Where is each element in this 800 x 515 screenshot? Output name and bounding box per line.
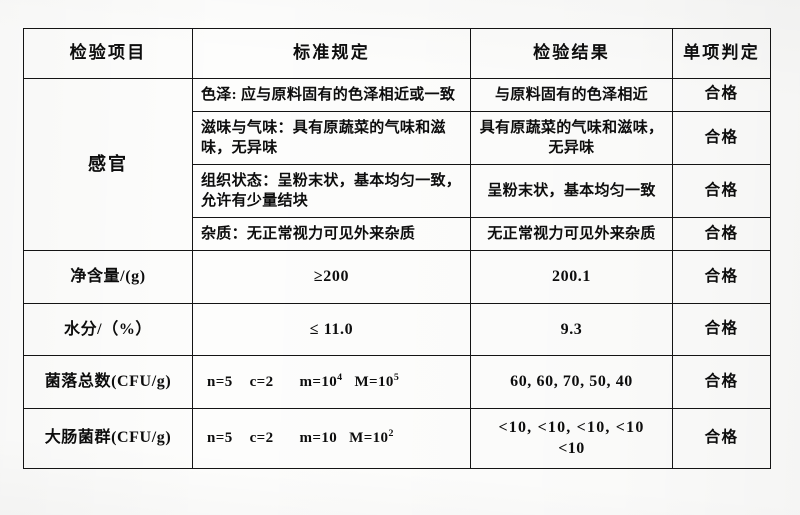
table-row: 大肠菌群(CFU/g) n=5 c=2 m=10 M=102 <10, <10, <1… bbox=[23, 407, 771, 469]
table-row: 水分/（%） ≤ 11.0 9.3 合格 bbox=[23, 302, 771, 357]
header-item-label: 检验项目 bbox=[69, 43, 147, 62]
sensory-result-impurity: 无正常视力可见外来杂质 bbox=[470, 217, 673, 252]
tpc-param-m-exp: 4 bbox=[337, 371, 343, 383]
status-badge: 合格 bbox=[672, 302, 771, 357]
header-cell-standard: 标准规定 bbox=[192, 28, 471, 79]
item-moisture: 水分/（%） bbox=[23, 302, 193, 357]
coliform-param-n: n=5 bbox=[207, 430, 233, 447]
status-badge: 合格 bbox=[672, 355, 771, 409]
header-cell-item: 检验项目 bbox=[23, 28, 193, 79]
sensory-standard-taste: 滋味与气味：具有原蔬菜的气味和滋味，无异味 bbox=[192, 110, 471, 166]
sensory-group-label: 感官 bbox=[88, 154, 128, 175]
item-net-content-label: 净含量/(g) bbox=[70, 268, 146, 286]
sensory-result-taste: 具有原蔬菜的气味和滋味，无异味 bbox=[470, 110, 673, 166]
sensory-result-impurity-text: 无正常视力可见外来杂质 bbox=[487, 226, 656, 243]
table-header-row: 检验项目 标准规定 检验结果 单项判定 bbox=[23, 28, 771, 79]
coliform-param-M-exp: 2 bbox=[388, 428, 394, 440]
coliform-param-M-base: M=10 bbox=[349, 430, 389, 447]
sensory-standard-impurity-text: 杂质：无正常视力可见外来杂质 bbox=[201, 226, 416, 243]
result-coliform: <10, <10, <10, <10 <10 bbox=[470, 407, 673, 469]
result-coliform-line1: <10, <10, <10, <10 bbox=[498, 418, 645, 436]
sensory-result-taste-text: 具有原蔬菜的气味和滋味，无异味 bbox=[479, 119, 664, 156]
standard-total-plate-count: n=5 c=2 m=104 M=105 bbox=[192, 355, 471, 409]
result-coliform-line2: <10 bbox=[558, 440, 585, 458]
standard-total-plate-count-params: n=5 c=2 m=104 M=105 bbox=[193, 357, 470, 407]
sensory-judgement-color-text: 合格 bbox=[704, 85, 739, 103]
judgement-coliform-text: 合格 bbox=[704, 428, 739, 446]
standard-net-content: ≥200 bbox=[192, 250, 471, 304]
result-net-content-value: 200.1 bbox=[552, 268, 591, 286]
header-cell-result: 检验结果 bbox=[470, 28, 673, 79]
coliform-param-m-base: m=10 bbox=[299, 430, 338, 447]
standard-net-content-value: ≥200 bbox=[313, 268, 350, 286]
tpc-param-n: n=5 bbox=[207, 373, 233, 390]
standard-moisture-value: ≤ 11.0 bbox=[309, 320, 354, 338]
judgement-moisture-text: 合格 bbox=[704, 320, 739, 338]
header-cell-judgement: 单项判定 bbox=[672, 28, 771, 79]
inspection-report-table: 检验项目 标准规定 检验结果 单项判定 感官 色泽: 应与原料固有的色泽相近 bbox=[23, 28, 771, 469]
sensory-standard-color: 色泽: 应与原料固有的色泽相近或一致 bbox=[192, 77, 471, 112]
item-total-plate-count: 菌落总数(CFU/g) bbox=[23, 355, 193, 409]
tpc-param-M-exp: 5 bbox=[393, 371, 400, 383]
sensory-standard-taste-text: 滋味与气味：具有原蔬菜的气味和滋味，无异味 bbox=[201, 119, 446, 156]
tpc-param-M-base: M=10 bbox=[354, 373, 394, 390]
table-row: 组织状态：呈粉末状，基本均匀一致，允许有少量结块 呈粉末状，基本均匀一致 合格 bbox=[24, 164, 771, 219]
table-row: 净含量/(g) ≥200 200.1 合格 bbox=[23, 250, 771, 304]
tpc-param-M: M=105 bbox=[355, 372, 400, 392]
standard-coliform: n=5 c=2 m=10 M=102 bbox=[192, 407, 471, 469]
table-row: 感官 色泽: 应与原料固有的色泽相近或一致 与原料固有的色泽相近 合格 bbox=[23, 77, 771, 252]
standard-moisture: ≤ 11.0 bbox=[192, 302, 471, 357]
result-net-content: 200.1 bbox=[470, 250, 673, 304]
sensory-standard-texture-text: 组织状态：呈粉末状，基本均匀一致，允许有少量结块 bbox=[201, 173, 462, 210]
sensory-result-color: 与原料固有的色泽相近 bbox=[470, 77, 673, 112]
table-row: 滋味与气味：具有原蔬菜的气味和滋味，无异味 具有原蔬菜的气味和滋味，无异味 合格 bbox=[24, 110, 771, 166]
result-coliform-value: <10, <10, <10, <10 <10 bbox=[471, 409, 672, 468]
item-coliform-label: 大肠菌群(CFU/g) bbox=[44, 429, 172, 447]
tpc-param-m-base: m=10 bbox=[299, 373, 338, 390]
judgement-net-content-text: 合格 bbox=[704, 267, 739, 285]
sensory-result-texture: 呈粉末状，基本均匀一致 bbox=[470, 164, 673, 219]
item-coliform: 大肠菌群(CFU/g) bbox=[23, 407, 193, 469]
status-badge: 合格 bbox=[672, 164, 771, 219]
header-standard-label: 标准规定 bbox=[293, 43, 370, 62]
judgement-total-plate-count-text: 合格 bbox=[704, 372, 739, 390]
result-moisture: 9.3 bbox=[470, 302, 673, 357]
sensory-result-texture-text: 呈粉末状，基本均匀一致 bbox=[487, 183, 656, 200]
status-badge: 合格 bbox=[672, 217, 771, 252]
header-result-label: 检验结果 bbox=[533, 43, 610, 62]
status-badge: 合格 bbox=[672, 77, 771, 112]
table-row: 菌落总数(CFU/g) n=5 c=2 m=104 M=105 60, 60, 70,… bbox=[23, 355, 771, 409]
sensory-judgement-texture-text: 合格 bbox=[704, 181, 739, 199]
result-total-plate-count-value: 60, 60, 70, 50, 40 bbox=[510, 373, 633, 391]
sensory-result-color-text: 与原料固有的色泽相近 bbox=[494, 86, 648, 103]
item-net-content: 净含量/(g) bbox=[23, 250, 193, 304]
result-moisture-value: 9.3 bbox=[560, 320, 583, 338]
table-row: 杂质：无正常视力可见外来杂质 无正常视力可见外来杂质 合格 bbox=[24, 217, 771, 252]
sensory-standard-texture: 组织状态：呈粉末状，基本均匀一致，允许有少量结块 bbox=[192, 164, 471, 219]
coliform-param-c: c=2 bbox=[249, 430, 274, 447]
sensory-standard-color-text: 色泽: 应与原料固有的色泽相近或一致 bbox=[201, 86, 456, 103]
sensory-judgement-impurity-text: 合格 bbox=[704, 224, 739, 242]
coliform-param-m: m=10 bbox=[300, 428, 338, 448]
item-moisture-label: 水分/（%） bbox=[63, 320, 153, 338]
header-judgement-label: 单项判定 bbox=[683, 43, 760, 62]
sensory-group-label-cell: 感官 bbox=[23, 77, 193, 252]
status-badge: 合格 bbox=[672, 110, 771, 166]
sensory-standard-impurity: 杂质：无正常视力可见外来杂质 bbox=[192, 217, 471, 252]
status-badge: 合格 bbox=[672, 250, 771, 304]
result-total-plate-count: 60, 60, 70, 50, 40 bbox=[470, 355, 673, 409]
item-total-plate-count-label: 菌落总数(CFU/g) bbox=[44, 373, 172, 391]
status-badge: 合格 bbox=[672, 407, 771, 469]
sensory-judgement-taste-text: 合格 bbox=[704, 128, 739, 146]
standard-coliform-params: n=5 c=2 m=10 M=102 bbox=[193, 413, 470, 463]
tpc-param-c: c=2 bbox=[249, 373, 274, 390]
coliform-param-M: M=102 bbox=[349, 428, 394, 448]
tpc-param-m: m=104 bbox=[300, 372, 343, 392]
